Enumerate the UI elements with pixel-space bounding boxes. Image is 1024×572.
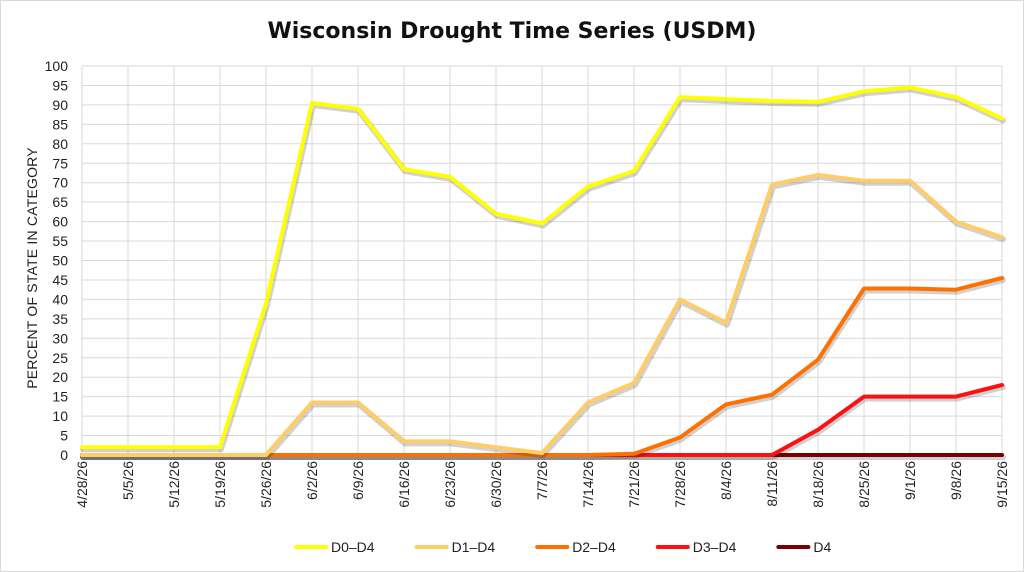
- x-tick-label: 6/9/26: [350, 461, 366, 500]
- y-tick-label: 55: [52, 233, 68, 249]
- y-tick-label: 0: [60, 447, 68, 463]
- legend: D0–D4 D1–D4 D2–D4 D3–D4 D4: [294, 539, 831, 555]
- legend-label: D0–D4: [331, 539, 375, 555]
- y-tick-label: 50: [52, 253, 68, 269]
- x-tick-label: 7/21/26: [626, 461, 642, 508]
- x-tick-label: 6/23/26: [442, 461, 458, 508]
- series-line: [80, 85, 1004, 450]
- y-tick-label: 65: [52, 194, 68, 210]
- x-tick-label: 7/14/26: [580, 461, 596, 508]
- x-tick-label: 9/15/26: [994, 461, 1010, 508]
- legend-item: D2–D4: [535, 539, 616, 555]
- y-tick-label: 20: [52, 369, 68, 385]
- chart-title: Wisconsin Drought Time Series (USDM): [267, 19, 756, 44]
- legend-item: D4: [776, 539, 831, 555]
- y-axis-label: PERCENT OF STATE IN CATEGORY: [24, 147, 40, 389]
- x-tick-label: 9/8/26: [948, 461, 964, 500]
- x-tick-label: 7/28/26: [672, 461, 688, 508]
- y-tick-label: 35: [52, 311, 68, 327]
- y-tick-label: 25: [52, 350, 68, 366]
- x-tick-label: 6/2/26: [304, 461, 320, 500]
- y-tick-label: 60: [52, 214, 68, 230]
- y-tick-label: 45: [52, 272, 68, 288]
- y-tick-label: 80: [52, 136, 68, 152]
- series-d1-d4: [80, 172, 1006, 460]
- legend-item: D3–D4: [655, 539, 737, 555]
- x-tick-label: 5/26/26: [258, 461, 274, 508]
- x-tick-label: 6/30/26: [488, 461, 504, 508]
- legend-label: D1–D4: [452, 539, 496, 555]
- x-tick-label: 8/11/26: [764, 461, 780, 507]
- y-tick-label: 30: [52, 330, 68, 346]
- y-tick-label: 5: [60, 428, 68, 444]
- y-tick-label: 85: [52, 116, 68, 132]
- series-line-shadow: [80, 277, 1006, 460]
- x-tick-label: 7/7/26: [534, 461, 550, 500]
- y-tick-label: 75: [52, 155, 68, 171]
- x-tick-label: 8/18/26: [810, 461, 826, 508]
- series-lines: [80, 85, 1006, 460]
- series-line-shadow: [80, 173, 1006, 460]
- legend-item: D1–D4: [414, 539, 496, 555]
- x-tick-label: 8/25/26: [856, 461, 872, 508]
- series-d0-d4: [80, 85, 1006, 453]
- y-tick-label: 40: [52, 291, 68, 307]
- y-tick-label: 90: [52, 97, 68, 113]
- x-tick-label: 8/4/26: [718, 461, 734, 500]
- y-tick-label: 100: [45, 58, 69, 74]
- x-tick-label: 9/1/26: [902, 461, 918, 500]
- series-line: [80, 172, 1004, 457]
- y-tick-label: 70: [52, 175, 68, 191]
- x-tick-label: 5/12/26: [166, 461, 182, 508]
- legend-label: D3–D4: [693, 539, 737, 555]
- x-tick-label: 6/16/26: [396, 461, 412, 508]
- y-tick-label: 10: [52, 408, 68, 424]
- y-axis-ticks: 0 5 10 15 20 25 30 35 40 45 50 55 60 65 70 75 80 85 90 95 10…: [45, 58, 69, 463]
- x-tick-label: 4/28/26: [74, 461, 90, 508]
- legend-label: D2–D4: [572, 539, 616, 555]
- y-tick-label: 95: [52, 77, 68, 93]
- x-tick-label: 5/19/26: [212, 461, 228, 508]
- legend-item: D0–D4: [294, 539, 375, 555]
- y-tick-label: 15: [52, 389, 68, 405]
- legend-label: D4: [813, 539, 831, 555]
- x-axis-ticks: 4/28/26 5/5/26 5/12/26 5/19/26 5/26/26 6/2/26…: [74, 461, 1010, 508]
- x-tick-label: 5/5/26: [120, 461, 136, 500]
